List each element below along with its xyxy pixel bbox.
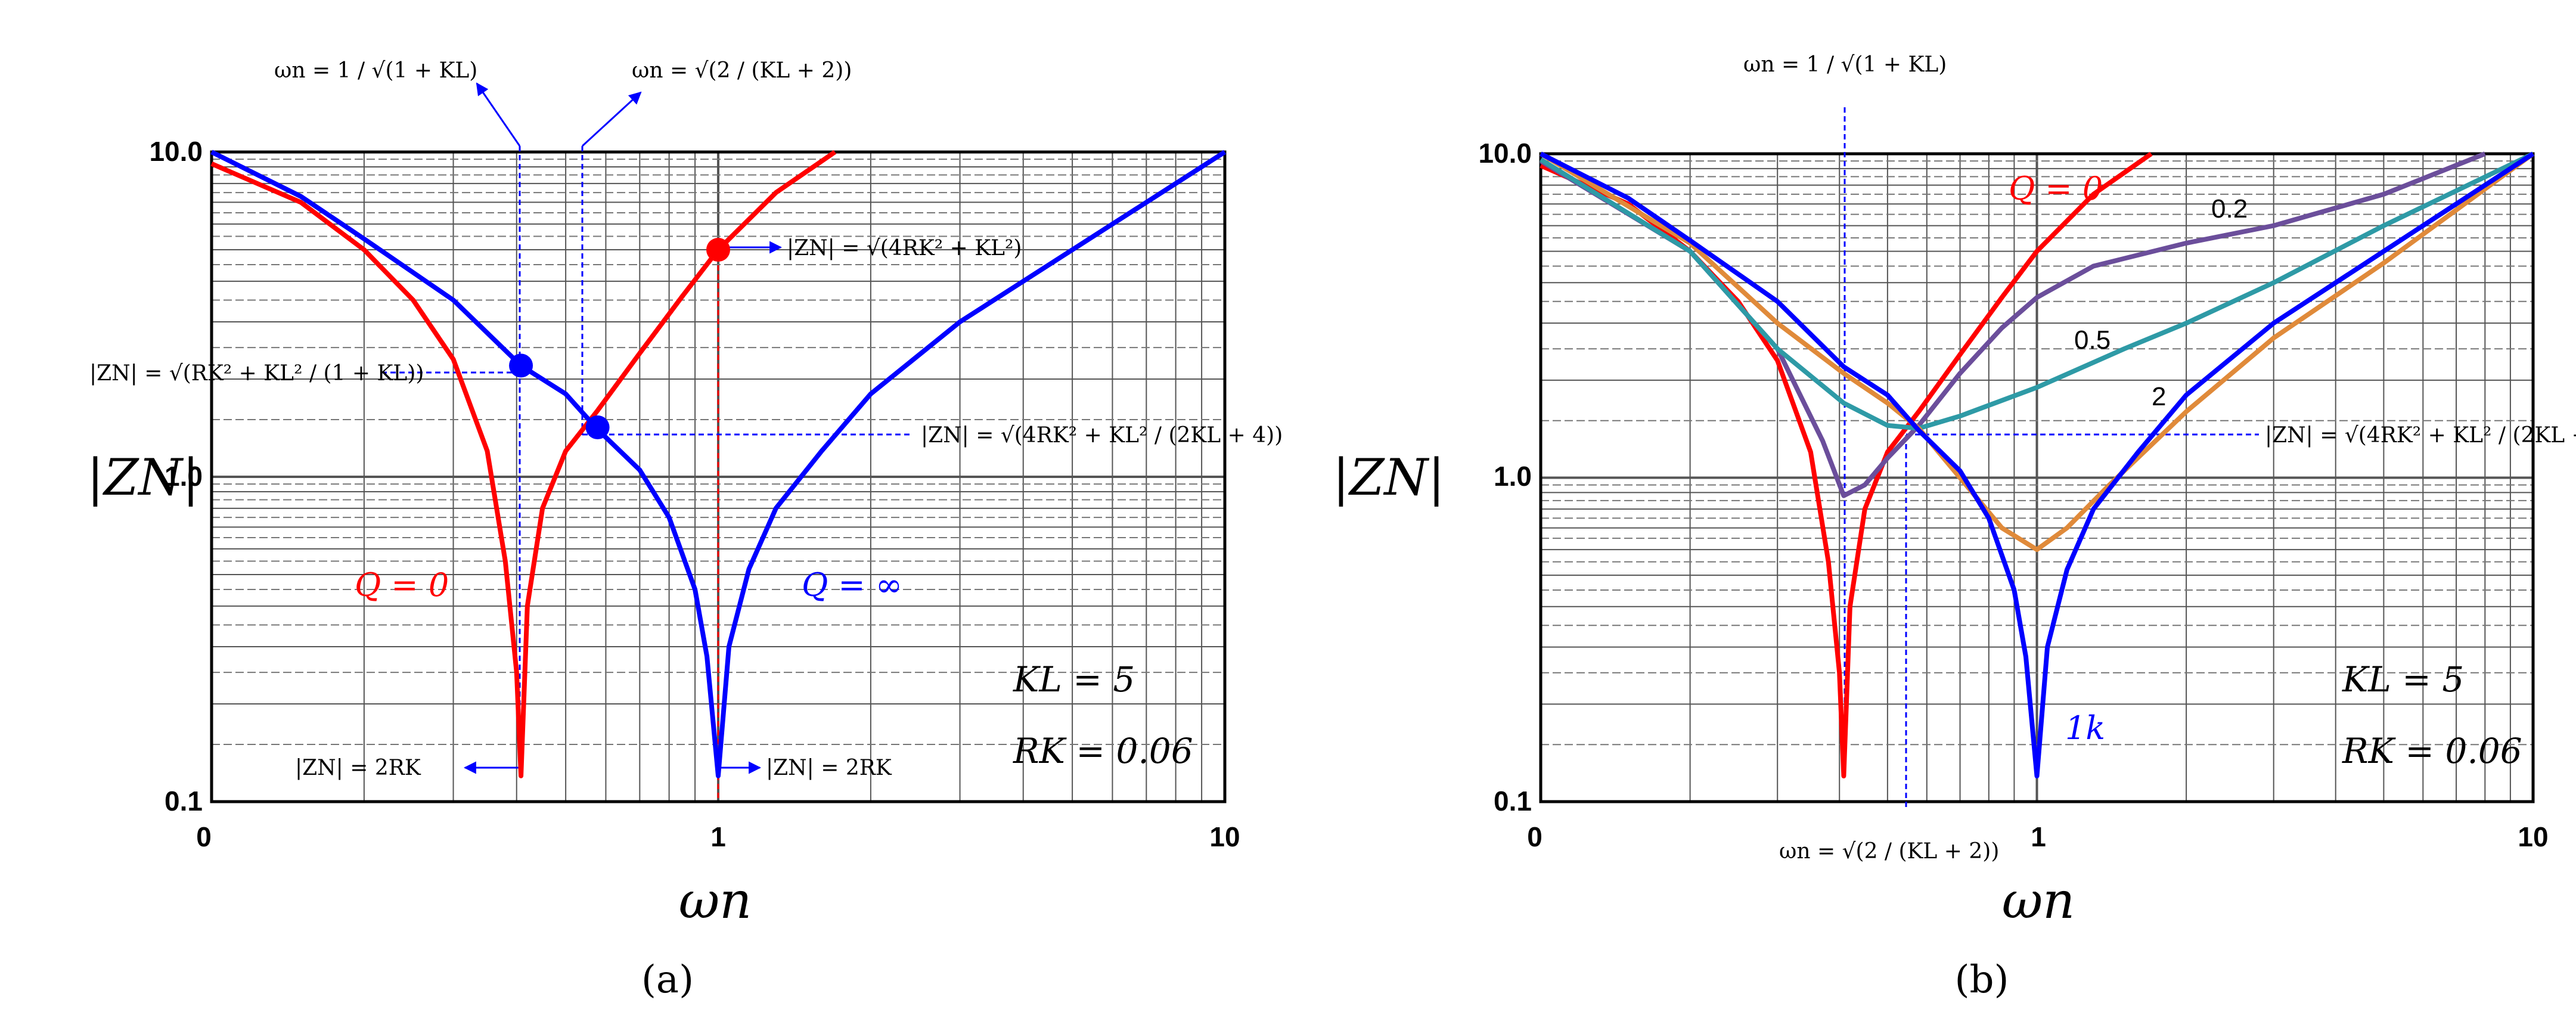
panel-b-series-line-1 [1539, 151, 2486, 498]
panel-a-wn2-annotation: ωn = √(2 / (KL + 2)) [632, 58, 852, 83]
panel-b-x-tick-mid: 1 [2031, 821, 2046, 852]
panel-b-y-axis-label: |ZN| [1333, 448, 1445, 507]
panel-a-points [509, 238, 730, 440]
panel-b-series-line-2 [1539, 151, 2534, 431]
panel-b-rk-label: RK = 0.06 [2342, 731, 2522, 771]
panel-a-y-tick-mid: 1.0 [165, 461, 203, 492]
panel-a-marker-1 [585, 415, 610, 440]
panel-a-series-line-1 [210, 150, 1227, 778]
panel-b-x-tick-left: 0 [1527, 821, 1543, 852]
panel-b-series-label-1k: 1k [2065, 709, 2105, 747]
panel-a-y-tick-bottom: 0.1 [165, 786, 203, 817]
panel-b-wn1-annotation: ωn = 1 / √(1 + KL) [1743, 52, 1947, 77]
panel-a-zmid-annotation: |ZN| = √(RK² + KL² / (1 + KL)) [89, 361, 424, 386]
panel-a-x-axis-label: ωn [679, 871, 752, 930]
panel-b-x-tick-right: 10 [2518, 821, 2548, 852]
panel-b-series-line-0 [1540, 151, 2153, 778]
panel-b-zright-annotation: |ZN| = √(4RK² + KL² / (2KL + 4)) [2265, 423, 2576, 448]
panel-b-series-line-3 [1539, 151, 2535, 553]
panel-a-chart: 10.0 1.0 0.1 0 1 10 |ZN| ωn (a) ωn = 1 /… [87, 58, 1283, 1002]
panel-b-chart: 10.0 1.0 0.1 0 1 10 |ZN| ωn (b) ωn = 1 /… [1333, 52, 2576, 1002]
panel-b-series-label-0-2: 0.2 [2211, 194, 2248, 224]
panel-a-x-tick-mid: 1 [710, 821, 726, 852]
panel-a-q0-label: Q = 0 [355, 566, 449, 604]
panel-b-series-label-2: 2 [2152, 382, 2166, 411]
panel-a-series-line-0 [210, 150, 837, 778]
panel-a-ztop-annotation: |ZN| = √(4RK² + KL²) [787, 236, 1022, 260]
panel-a-marker-2 [706, 238, 730, 262]
panel-a-zright-annotation: |ZN| = √(4RK² + KL² / (2KL + 4)) [921, 423, 1283, 448]
panel-a-marker-0 [509, 353, 533, 378]
panel-a-zmin-right-annotation: |ZN| = 2RK [766, 756, 892, 780]
panel-a-kl-label: KL = 5 [1013, 659, 1135, 700]
panel-a-wn2-arrow [581, 91, 642, 147]
panel-a-plot-frame [210, 150, 1227, 803]
panel-a-qinf-label: Q = ∞ [802, 566, 902, 604]
panel-a-y-tick-top: 10.0 [149, 136, 203, 167]
panel-a-y-axis-label: |ZN| [87, 448, 199, 507]
panel-b-y-tick-bottom: 0.1 [1494, 786, 1532, 817]
panel-a-x-tick-right: 10 [1209, 821, 1240, 852]
panel-b-x-axis-label: ωn [2002, 871, 2075, 930]
panel-a-rk-label: RK = 0.06 [1013, 731, 1193, 771]
panel-b-q0-label: Q = 0 [2009, 170, 2103, 207]
panel-a-label: (a) [641, 958, 694, 1002]
panel-b-series [1539, 151, 2535, 778]
panel-b-kl-label: KL = 5 [2342, 659, 2464, 700]
panel-a-wn1-annotation: ωn = 1 / √(1 + KL) [274, 58, 477, 83]
panel-b-series-line-4 [1540, 151, 2535, 778]
panel-a-series [210, 150, 1227, 778]
panel-b-label: (b) [1955, 958, 2009, 1002]
panel-b-series-label-0-5: 0.5 [2074, 325, 2111, 355]
panel-a-zmin-left-annotation: |ZN| = 2RK [295, 756, 421, 780]
panel-b-y-tick-mid: 1.0 [1494, 461, 1532, 492]
panel-b-plot-frame [1539, 152, 2535, 803]
panel-a-x-tick-left: 0 [196, 821, 212, 852]
panel-a-wn1-arrow [476, 82, 521, 147]
panel-b-wn2-annotation: ωn = √(2 / (KL + 2)) [1779, 839, 1999, 864]
panel-b-y-tick-top: 10.0 [1478, 138, 1532, 169]
